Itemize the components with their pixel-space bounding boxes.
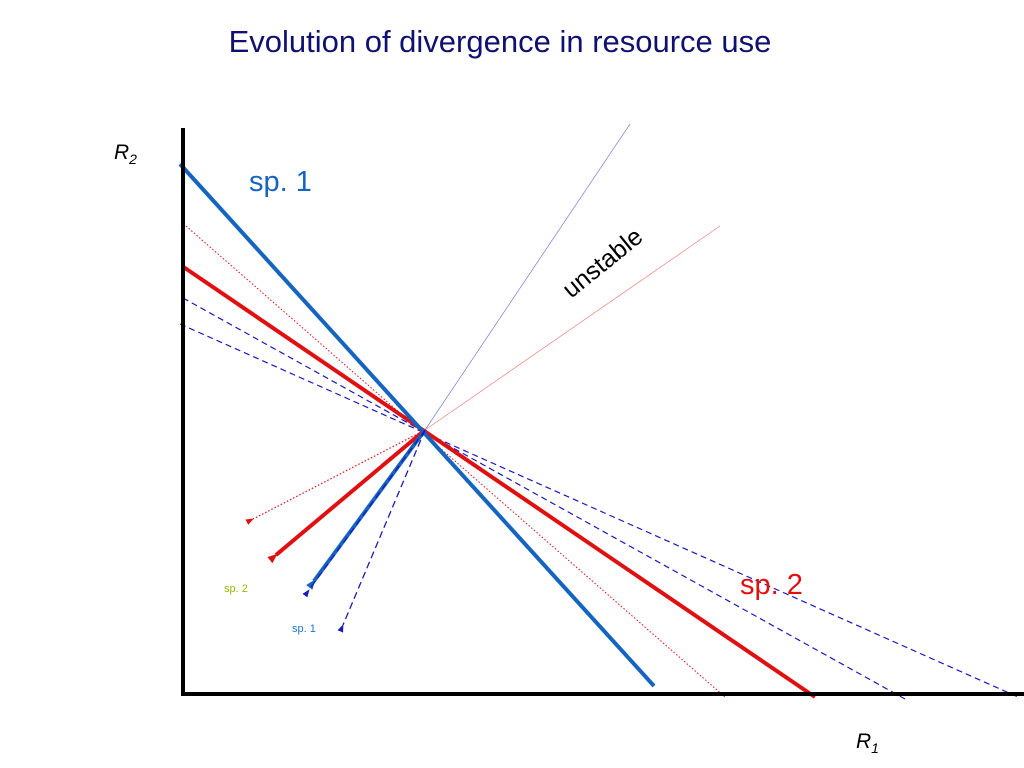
- sp2-dotted-arrow: [245, 429, 426, 525]
- unstable-ray-red: [424, 225, 721, 431]
- sp2-isocline: [180, 264, 817, 699]
- sp1-isocline: [178, 162, 656, 688]
- sp1-small-label: sp. 1: [292, 623, 316, 635]
- y-axis-letter: R: [114, 141, 129, 164]
- x-axis-letter: R: [856, 730, 871, 753]
- x-axis-subscript: 1: [871, 740, 879, 756]
- y-axis-subscript: 2: [128, 151, 137, 167]
- sp1-dashed-isocline-b: [179, 323, 1019, 698]
- unstable-ray-blue: [424, 123, 631, 431]
- sp1-dashed-arrow-b: [337, 429, 426, 633]
- unstable-label: unstable: [557, 222, 648, 303]
- sp2-arrow: [267, 428, 427, 564]
- x-axis-label: R1: [856, 730, 879, 756]
- y-axis-label: R2: [114, 141, 137, 167]
- sp1-label: sp. 1: [249, 166, 312, 198]
- sp2-label: sp. 2: [740, 569, 803, 601]
- sp1-dashed-isocline-a: [182, 297, 906, 700]
- slide-title: Evolution of divergence in resource use: [228, 24, 772, 59]
- sp2-dotted-isocline: [185, 225, 726, 698]
- sp2-small-label: sp. 2: [224, 583, 248, 595]
